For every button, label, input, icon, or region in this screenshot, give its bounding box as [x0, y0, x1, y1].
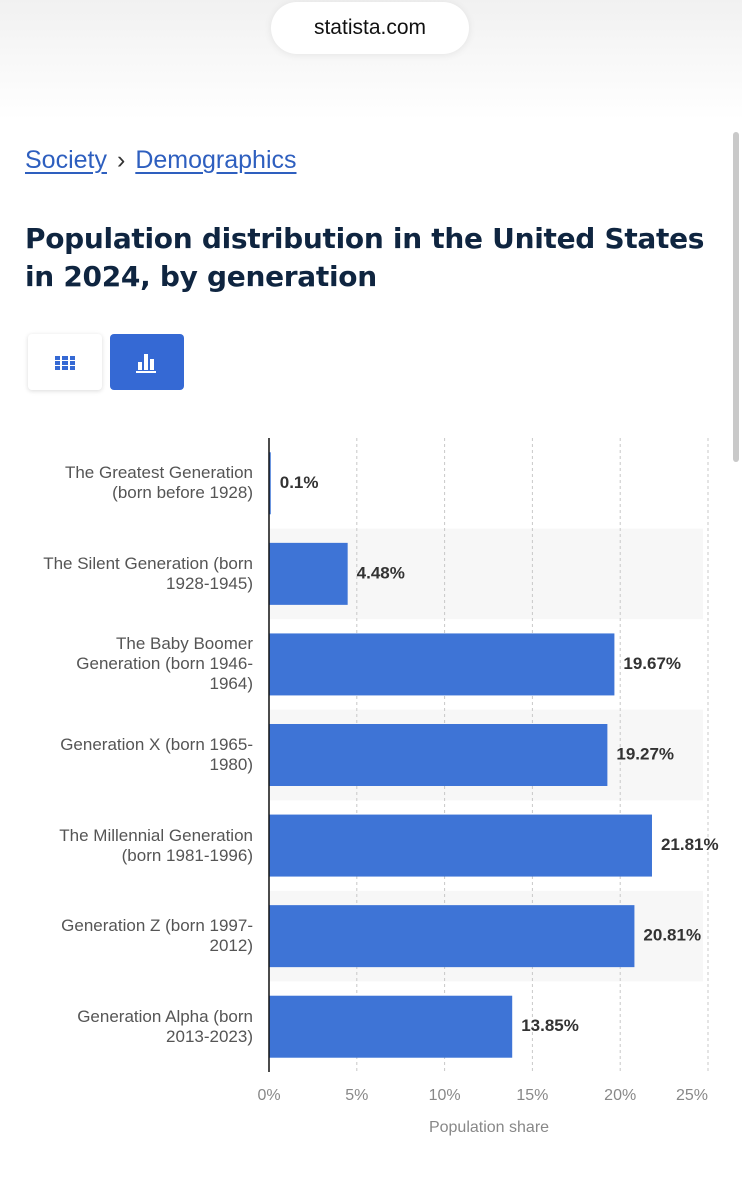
table-view-button[interactable]	[28, 334, 102, 390]
x-axis-title: Population share	[429, 1119, 549, 1136]
chart-view-button[interactable]	[110, 334, 184, 390]
bar	[269, 542, 348, 605]
table-icon	[55, 356, 75, 370]
bar	[269, 995, 513, 1058]
x-tick-label: 20%	[604, 1087, 636, 1104]
scrollbar[interactable]	[733, 132, 739, 462]
value-label: 19.27%	[616, 744, 674, 763]
bar	[269, 452, 271, 515]
bar	[269, 905, 635, 968]
url-pill[interactable]: statista.com	[271, 2, 469, 54]
value-label: 21.81%	[661, 835, 719, 854]
chart-icon	[136, 354, 156, 373]
bar	[269, 814, 652, 877]
category-label: The Silent Generation (born 1928-1945)	[43, 553, 253, 593]
category-label: The Millennial Generation (born 1981-199…	[59, 825, 253, 865]
bar	[269, 633, 615, 696]
breadcrumb-link[interactable]: Society	[25, 146, 107, 174]
value-label: 4.48%	[357, 563, 405, 582]
value-label: 20.81%	[643, 926, 701, 945]
chart-title: Population distribution in the United St…	[25, 222, 705, 293]
x-tick-label: 10%	[429, 1087, 461, 1104]
value-label: 13.85%	[521, 1016, 579, 1035]
x-tick-label: 15%	[516, 1087, 548, 1104]
x-tick-label: 25%	[676, 1087, 708, 1104]
breadcrumb-link[interactable]: Demographics	[135, 146, 297, 174]
bar	[269, 724, 608, 786]
category-label: Generation X (born 1965-1980)	[60, 735, 253, 774]
category-label: The Greatest Generation (born before 192…	[64, 463, 253, 503]
category-label: Generation Z (born 1997-2012)	[61, 916, 253, 956]
value-label: 0.1%	[280, 473, 319, 492]
breadcrumbs: Society › Demographics	[25, 146, 297, 175]
value-label: 19.67%	[623, 654, 681, 673]
breadcrumb-separator: ›	[116, 146, 126, 174]
category-label: The Baby Boomer Generation (born 1946-19…	[76, 634, 253, 694]
x-tick-label: 0%	[257, 1087, 280, 1104]
category-label: Generation Alpha (born 2013-2023)	[77, 1006, 253, 1046]
x-tick-label: 5%	[345, 1087, 368, 1104]
